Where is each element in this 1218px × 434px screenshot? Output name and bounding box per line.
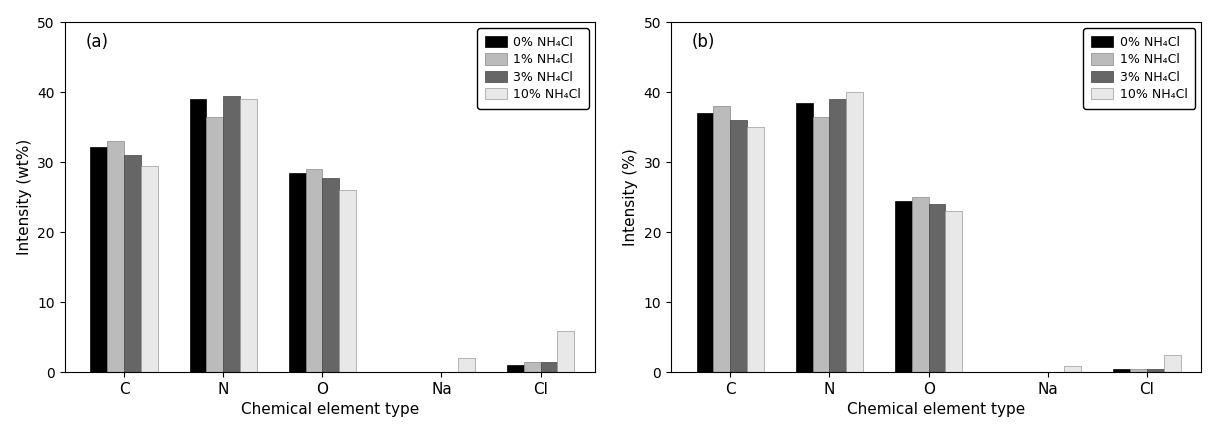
Bar — [1163, 355, 1180, 372]
Bar — [206, 117, 223, 372]
Bar — [240, 99, 257, 372]
Bar — [795, 103, 812, 372]
Legend: 0% NH₄Cl, 1% NH₄Cl, 3% NH₄Cl, 10% NH₄Cl: 0% NH₄Cl, 1% NH₄Cl, 3% NH₄Cl, 10% NH₄Cl — [1084, 28, 1195, 108]
Bar — [458, 358, 475, 372]
Bar — [558, 332, 574, 372]
Bar — [323, 178, 340, 372]
Bar — [945, 211, 962, 372]
Bar — [1113, 368, 1130, 372]
Bar — [714, 106, 731, 372]
Bar — [731, 120, 747, 372]
Bar — [524, 362, 541, 372]
Bar — [895, 201, 912, 372]
Bar — [507, 365, 524, 372]
X-axis label: Chemical element type: Chemical element type — [241, 402, 419, 418]
Bar — [223, 95, 240, 372]
Text: (a): (a) — [85, 33, 108, 51]
Bar — [289, 173, 306, 372]
Bar — [847, 92, 864, 372]
Text: (b): (b) — [692, 33, 715, 51]
Bar — [1130, 368, 1147, 372]
Bar — [1065, 366, 1082, 372]
Bar — [812, 117, 829, 372]
Bar — [190, 99, 206, 372]
Bar — [697, 113, 714, 372]
Bar — [829, 99, 847, 372]
Bar — [107, 141, 124, 372]
Bar — [340, 190, 356, 372]
Bar — [141, 166, 158, 372]
Bar — [1147, 368, 1163, 372]
Bar — [747, 127, 764, 372]
Y-axis label: Intensity (wt%): Intensity (wt%) — [17, 139, 32, 255]
Bar — [928, 204, 945, 372]
Bar — [306, 169, 323, 372]
Legend: 0% NH₄Cl, 1% NH₄Cl, 3% NH₄Cl, 10% NH₄Cl: 0% NH₄Cl, 1% NH₄Cl, 3% NH₄Cl, 10% NH₄Cl — [477, 28, 588, 108]
X-axis label: Chemical element type: Chemical element type — [847, 402, 1026, 418]
Bar — [541, 362, 558, 372]
Bar — [124, 155, 141, 372]
Y-axis label: Intensity (%): Intensity (%) — [622, 148, 638, 246]
Bar — [90, 147, 107, 372]
Bar — [912, 197, 928, 372]
